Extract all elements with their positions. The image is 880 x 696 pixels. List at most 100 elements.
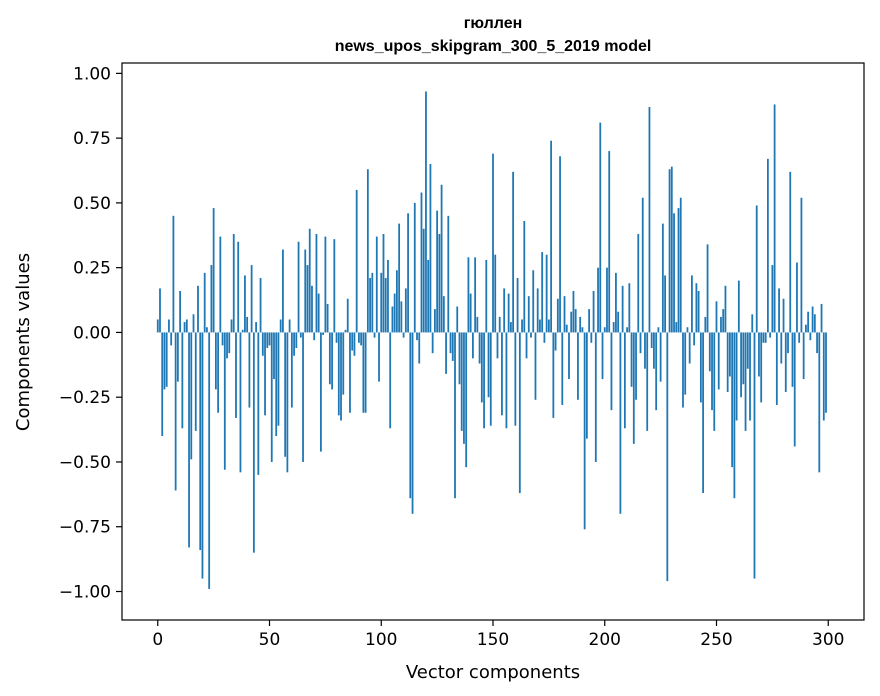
bar-component-224 bbox=[657, 327, 660, 333]
bar-component-149 bbox=[489, 332, 492, 426]
bar-component-27 bbox=[217, 332, 219, 413]
bar-component-288 bbox=[800, 197, 803, 333]
bar-component-131 bbox=[449, 332, 452, 354]
bar-component-123 bbox=[431, 332, 434, 354]
bar-component-93 bbox=[364, 332, 367, 413]
bar-component-231 bbox=[673, 213, 675, 333]
bar-component-11 bbox=[181, 332, 184, 429]
bar-component-31 bbox=[226, 332, 228, 359]
bar-component-264 bbox=[746, 332, 749, 369]
bar-component-150 bbox=[492, 153, 494, 333]
bar-component-86 bbox=[349, 332, 351, 413]
bar-component-219 bbox=[646, 332, 649, 431]
bar-component-71 bbox=[315, 233, 318, 333]
bar-component-22 bbox=[206, 327, 208, 333]
bar-component-77 bbox=[328, 332, 331, 385]
bar-component-102 bbox=[384, 278, 387, 333]
bar-component-4 bbox=[165, 332, 168, 387]
bar-component-184 bbox=[568, 332, 570, 380]
bar-component-7 bbox=[172, 215, 175, 333]
bar-component-204 bbox=[612, 322, 615, 333]
bar-component-168 bbox=[532, 270, 535, 333]
bar-component-268 bbox=[755, 205, 758, 333]
bar-component-153 bbox=[498, 316, 501, 333]
bar-component-193 bbox=[588, 309, 590, 333]
bar-component-72 bbox=[317, 293, 320, 333]
bar-component-137 bbox=[463, 332, 465, 444]
bar-component-146 bbox=[483, 332, 485, 429]
bar-component-9 bbox=[176, 332, 179, 382]
bar-component-160 bbox=[514, 332, 517, 426]
bar-component-178 bbox=[554, 332, 557, 351]
bar-component-275 bbox=[771, 265, 774, 333]
bar-component-177 bbox=[552, 332, 555, 418]
bar-component-221 bbox=[650, 332, 653, 348]
bar-component-112 bbox=[407, 213, 409, 333]
bar-component-156 bbox=[505, 332, 508, 429]
bar-component-185 bbox=[570, 311, 573, 333]
bar-component-292 bbox=[809, 332, 812, 341]
bar-component-15 bbox=[190, 332, 193, 460]
bar-component-186 bbox=[572, 290, 575, 333]
bar-component-199 bbox=[601, 332, 604, 380]
bar-component-266 bbox=[751, 314, 754, 333]
bar-component-127 bbox=[440, 184, 443, 333]
bar-component-26 bbox=[214, 332, 217, 390]
bar-component-76 bbox=[326, 303, 329, 333]
bar-component-88 bbox=[353, 332, 356, 356]
bar-component-0 bbox=[156, 319, 159, 333]
bar-component-192 bbox=[585, 332, 588, 439]
bar-component-141 bbox=[471, 332, 474, 359]
x-axis-ticks: 0 50 100 150 200 250 300 bbox=[152, 620, 844, 650]
bar-component-249 bbox=[713, 332, 716, 431]
bar-component-91 bbox=[360, 332, 363, 346]
bar-component-152 bbox=[496, 332, 499, 359]
bar-component-73 bbox=[320, 332, 322, 452]
bar-component-5 bbox=[168, 319, 170, 333]
bar-component-64 bbox=[299, 332, 302, 338]
bar-component-101 bbox=[382, 233, 385, 333]
bar-component-20 bbox=[201, 332, 204, 579]
bar-component-25 bbox=[212, 208, 215, 333]
bar-component-54 bbox=[277, 332, 280, 426]
bar-component-214 bbox=[635, 332, 637, 400]
bar-component-44 bbox=[255, 322, 257, 333]
bars-group bbox=[156, 91, 827, 589]
bar-component-51 bbox=[270, 332, 273, 462]
bar-component-296 bbox=[818, 332, 821, 473]
bar-component-45 bbox=[257, 332, 260, 475]
bar-component-108 bbox=[398, 223, 401, 333]
bar-component-134 bbox=[456, 306, 459, 333]
bar-component-291 bbox=[807, 311, 810, 333]
bar-component-299 bbox=[825, 332, 827, 413]
bar-component-285 bbox=[793, 332, 796, 447]
x-axis-label: Vector components bbox=[406, 662, 580, 683]
bar-component-191 bbox=[583, 332, 586, 530]
bar-component-209 bbox=[623, 332, 626, 429]
bar-component-87 bbox=[351, 332, 354, 351]
bar-component-82 bbox=[340, 332, 342, 421]
bar-component-170 bbox=[536, 288, 539, 333]
bar-component-23 bbox=[208, 332, 211, 589]
bar-component-52 bbox=[273, 332, 275, 380]
bar-component-56 bbox=[282, 249, 284, 333]
bar-component-68 bbox=[308, 228, 311, 333]
bar-component-173 bbox=[543, 332, 546, 343]
bar-component-248 bbox=[711, 332, 713, 411]
bar-component-113 bbox=[409, 332, 412, 499]
bar-component-279 bbox=[780, 332, 783, 364]
bar-component-155 bbox=[503, 288, 506, 333]
x-tick-label: 150 bbox=[477, 630, 509, 650]
bar-component-298 bbox=[822, 332, 825, 421]
x-tick-label: 250 bbox=[700, 630, 732, 650]
bar-component-181 bbox=[561, 332, 564, 405]
bar-component-61 bbox=[293, 332, 295, 356]
x-tick-label: 300 bbox=[812, 630, 844, 650]
bar-component-96 bbox=[371, 272, 374, 333]
bar-component-117 bbox=[418, 332, 421, 364]
bar-component-228 bbox=[666, 332, 669, 582]
y-tick-label: 0.00 bbox=[73, 323, 111, 343]
bar-component-143 bbox=[476, 316, 479, 333]
bar-component-43 bbox=[252, 332, 255, 553]
